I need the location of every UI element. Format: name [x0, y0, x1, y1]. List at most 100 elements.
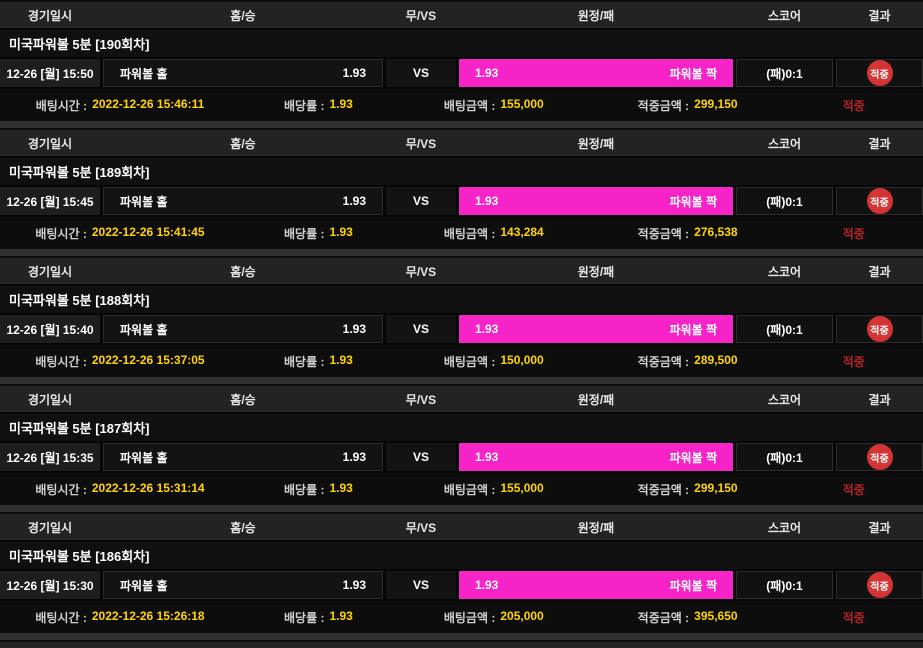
bet-time-field: 배팅시간 : 2022-12-26 15:37:05: [0, 353, 240, 370]
col-header-match-datetime: 경기일시: [27, 136, 73, 151]
round-title: 미국파워볼 5분 [186회차]: [9, 549, 150, 564]
col-header-match-datetime: 경기일시: [27, 264, 73, 279]
betting-history-list: 경기일시 홈/승 무/VS 원정/패 스코어 결과 미국파워볼 5분 [190회…: [0, 0, 923, 633]
col-header-match-datetime: 경기일시: [27, 520, 73, 535]
home-pick-odds: 1.93: [342, 194, 366, 208]
column-header-row: 경기일시 홈/승 무/VS 원정/패 스코어 결과: [0, 512, 923, 540]
col-header-home-win: 홈/승: [230, 392, 256, 407]
col-header-draw-vs: 무/VS: [405, 520, 437, 535]
column-header-row: 경기일시 홈/승 무/VS 원정/패 스코어 결과: [0, 128, 923, 156]
col-header-score: 스코어: [767, 136, 802, 151]
odds-label: 배당률 :: [284, 226, 325, 241]
match-datetime: 12-26 [월] 15:50: [0, 59, 100, 87]
odds-label: 배당률 :: [284, 98, 325, 113]
bet-time-value: 2022-12-26 15:41:45: [91, 224, 205, 239]
win-amount-value: 395,650: [694, 608, 738, 623]
away-pick-cell-selected: 1.93 파워볼 짝: [459, 59, 733, 87]
bet-amount-field: 배팅금액 : 155,000: [397, 97, 591, 114]
bet-amount-value: 143,284: [500, 224, 544, 239]
round-result-block: 경기일시 홈/승 무/VS 원정/패 스코어 결과 미국파워볼 5분 [188회…: [0, 256, 923, 377]
away-pick-cell-selected: 1.93 파워볼 짝: [459, 443, 733, 471]
bet-amount-label: 배팅금액 :: [443, 354, 496, 369]
round-result-block: 경기일시 홈/승 무/VS 원정/패 스코어 결과 미국파워볼 5분 [190회…: [0, 0, 923, 121]
bet-amount-label: 배팅금액 :: [443, 482, 496, 497]
col-header-draw-vs: 무/VS: [405, 136, 437, 151]
col-header-result: 결과: [868, 392, 891, 407]
home-pick-cell: 파워볼 홀 1.93: [103, 315, 383, 343]
odds-value: 1.93: [329, 352, 353, 367]
odds-label: 배당률 :: [284, 354, 325, 369]
bet-time-value: 2022-12-26 15:46:11: [92, 96, 205, 111]
hit-status-field: 적중: [785, 225, 923, 242]
col-header-away-lose: 원정/패: [577, 8, 615, 23]
odds-field: 배당률 : 1.93: [240, 609, 397, 626]
hit-status-text: 적중: [842, 226, 865, 241]
result-cell: 적중: [836, 571, 923, 599]
round-title: 미국파워볼 5분 [190회차]: [9, 37, 150, 52]
hit-result-badge: 적중: [866, 572, 893, 598]
col-header-home-win: 홈/승: [230, 264, 256, 279]
bet-time-field: 배팅시간 : 2022-12-26 15:26:18: [0, 609, 240, 626]
bet-detail-row: 배팅시간 : 2022-12-26 15:26:18 배당률 : 1.93 배팅…: [0, 601, 923, 633]
bet-time-value: 2022-12-26 15:31:14: [91, 480, 205, 495]
col-header-score: 스코어: [767, 264, 802, 279]
bet-amount-field: 배팅금액 : 143,284: [397, 225, 591, 242]
away-pick-name: 파워볼 짝: [669, 578, 718, 593]
win-amount-value: 276,538: [694, 224, 738, 239]
match-datetime: 12-26 [월] 15:45: [0, 187, 100, 215]
match-datetime: 12-26 [월] 15:35: [0, 443, 100, 471]
home-pick-odds: 1.93: [342, 322, 366, 336]
odds-field: 배당률 : 1.93: [240, 97, 397, 114]
hit-result-badge: 적중: [866, 60, 893, 86]
win-amount-field: 적중금액 : 299,150: [591, 97, 785, 114]
win-amount-label: 적중금액 :: [637, 354, 690, 369]
home-pick-name: 파워볼 홀: [120, 194, 168, 209]
result-cell: 적중: [836, 59, 923, 87]
col-header-result: 결과: [868, 520, 891, 535]
vs-cell: VS: [386, 571, 456, 599]
col-header-score: 스코어: [767, 520, 802, 535]
col-header-match-datetime: 경기일시: [27, 392, 73, 407]
col-header-score: 스코어: [767, 8, 802, 23]
away-pick-odds: 1.93: [475, 66, 499, 80]
hit-status-text: 적중: [842, 354, 865, 369]
match-row: 12-26 [월] 15:40 파워볼 홀 1.93 VS 1.93 파워볼 짝…: [0, 315, 923, 343]
away-pick-name: 파워볼 짝: [669, 450, 718, 465]
col-header-away-lose: 원정/패: [577, 520, 615, 535]
bet-time-field: 배팅시간 : 2022-12-26 15:41:45: [0, 225, 240, 242]
result-cell: 적중: [836, 187, 923, 215]
win-amount-field: 적중금액 : 395,650: [591, 609, 785, 626]
column-header-row: 경기일시 홈/승 무/VS 원정/패 스코어 결과: [0, 0, 923, 28]
win-amount-label: 적중금액 :: [637, 482, 690, 497]
odds-value: 1.93: [329, 480, 353, 495]
bet-amount-field: 배팅금액 : 205,000: [397, 609, 591, 626]
col-header-home-win: 홈/승: [230, 520, 256, 535]
hit-result-badge: 적중: [866, 188, 893, 214]
odds-value: 1.93: [329, 224, 353, 239]
win-amount-field: 적중금액 : 276,538: [591, 225, 785, 242]
score-cell: (패)0:1: [736, 59, 833, 87]
hit-status-field: 적중: [785, 97, 923, 114]
col-header-result: 결과: [868, 264, 891, 279]
result-cell: 적중: [836, 315, 923, 343]
hit-status-text: 적중: [842, 98, 865, 113]
bet-amount-value: 205,000: [500, 608, 544, 623]
win-amount-field: 적중금액 : 299,150: [591, 481, 785, 498]
home-pick-odds: 1.93: [342, 450, 366, 464]
home-pick-name: 파워볼 홀: [120, 450, 168, 465]
home-pick-cell: 파워볼 홀 1.93: [103, 59, 383, 87]
result-cell: 적중: [836, 443, 923, 471]
bet-time-field: 배팅시간 : 2022-12-26 15:46:11: [0, 97, 240, 114]
column-header-row: 경기일시 홈/승 무/VS 원정/패 스코어 결과: [0, 256, 923, 284]
away-pick-cell-selected: 1.93 파워볼 짝: [459, 571, 733, 599]
away-pick-odds: 1.93: [475, 450, 499, 464]
round-result-block: 경기일시 홈/승 무/VS 원정/패 스코어 결과 미국파워볼 5분 [186회…: [0, 512, 923, 633]
col-header-home-win: 홈/승: [230, 136, 256, 151]
col-header-draw-vs: 무/VS: [405, 264, 437, 279]
win-amount-value: 299,150: [694, 96, 738, 111]
score-cell: (패)0:1: [736, 443, 833, 471]
hit-result-badge: 적중: [866, 444, 893, 470]
bet-detail-row: 배팅시간 : 2022-12-26 15:31:14 배당률 : 1.93 배팅…: [0, 473, 923, 505]
round-title-bar: 미국파워볼 5분 [190회차]: [0, 30, 923, 57]
col-header-draw-vs: 무/VS: [405, 8, 437, 23]
